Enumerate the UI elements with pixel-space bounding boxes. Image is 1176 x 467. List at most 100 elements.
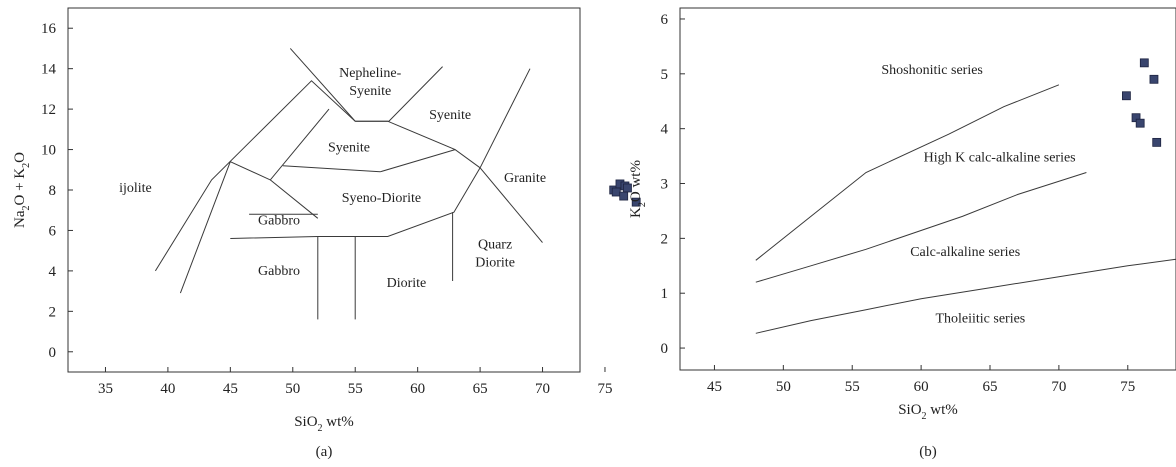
x-tick-label: 65: [473, 381, 488, 397]
panel-b-x-axis-label: SiO2 wt%: [898, 402, 958, 422]
x-tick-label: 50: [285, 381, 300, 397]
y-label-subscript: 2: [637, 202, 648, 207]
panel-a-ticks: 35 40 45 50 55 60 65 70 75 0 2 4 6 8 10 12 14 16: [41, 21, 612, 397]
panel-b-caption: (b): [919, 444, 937, 460]
sample-point: [631, 197, 641, 207]
y-tick-label: 4: [661, 122, 669, 138]
y-tick-label: 6: [49, 223, 57, 239]
x-label-main: SiO: [294, 414, 318, 430]
sample-point: [619, 191, 629, 201]
panel-a-caption: (a): [316, 444, 333, 460]
y-tick-label: 14: [41, 62, 57, 78]
x-tick-label: 45: [707, 379, 722, 395]
field-boundary-line: [154, 80, 356, 272]
field-label-line: Syeno-Diorite: [342, 191, 421, 206]
panel-a-tas-diagram: Nepheline- Syenite Syenite Syenite Syeno-Dio…: [12, 7, 641, 460]
field-label: Shoshonitic series: [881, 63, 983, 78]
x-tick-label: 50: [776, 379, 791, 395]
field-boundary-line: [755, 258, 1176, 334]
sample-point: [1122, 91, 1131, 101]
y-label-part: O + K: [12, 168, 28, 206]
panel-a-boundaries: [154, 48, 543, 320]
panel-b-plot-frame: [679, 7, 1176, 371]
y-tick-label: 5: [661, 67, 669, 83]
field-boundary-line: [282, 149, 456, 173]
x-tick-label: 60: [914, 379, 929, 395]
field-boundary-line: [230, 68, 531, 239]
y-tick-label: 2: [661, 231, 669, 247]
y-tick-label: 3: [661, 177, 669, 193]
sample-point: [1152, 137, 1162, 147]
x-tick-label: 40: [160, 381, 175, 397]
y-tick-label: 12: [41, 102, 56, 118]
field-label-line: Syenite: [328, 141, 370, 156]
panel-a-field-labels: Nepheline- Syenite Syenite Syenite Syeno-Dio…: [119, 66, 546, 291]
panel-b-boundaries: [755, 84, 1176, 334]
x-tick-label: 70: [1051, 379, 1066, 395]
field-label: Syenite: [429, 108, 471, 123]
sample-point: [1149, 74, 1159, 84]
field-label: Granite: [504, 171, 546, 186]
sample-point: [1139, 58, 1149, 68]
x-tick-label: 75: [597, 381, 612, 397]
field-boundary-line: [355, 120, 481, 169]
x-label-tail: wt%: [927, 402, 958, 418]
field-label-line: Tholeiitic series: [935, 311, 1025, 326]
panel-a-data-points: [609, 179, 641, 207]
y-tick-label: 6: [661, 12, 669, 28]
field-label-line: ijolite: [119, 181, 152, 196]
field-boundary-line: [479, 167, 543, 243]
field-label: Gabbro: [258, 213, 300, 228]
y-tick-label: 8: [49, 183, 57, 199]
panel-b-k2o-diagram: Shoshonitic series High K calc-alkaline s…: [628, 7, 1176, 460]
x-label-main: SiO: [898, 402, 922, 418]
field-label-line: Syenite: [349, 84, 391, 99]
x-label-subscript: 2: [318, 423, 323, 434]
panel-a-y-axis-label: Na2O + K2O: [12, 152, 32, 228]
field-label-line: Quarz: [478, 238, 512, 253]
x-tick-label: 45: [223, 381, 238, 397]
field-label-line: Diorite: [475, 256, 515, 271]
field-label-line: Diorite: [387, 276, 427, 291]
x-tick-label: 60: [410, 381, 425, 397]
x-tick-label: 70: [535, 381, 550, 397]
sample-point: [611, 187, 621, 197]
field-boundary-line: [755, 84, 1060, 261]
x-label-tail: wt%: [323, 414, 354, 430]
field-label-line: Syenite: [429, 108, 471, 123]
y-label-part: Na: [12, 210, 28, 228]
field-label: High K calc-alkaline series: [924, 151, 1076, 166]
field-label-line: Nepheline-: [339, 66, 402, 81]
field-label-line: Shoshonitic series: [881, 63, 983, 78]
y-tick-label: 10: [41, 143, 56, 159]
x-label-subscript: 2: [922, 411, 927, 422]
field-label: Quarz Diorite: [475, 238, 515, 271]
field-label: ijolite: [119, 181, 152, 196]
x-tick-label: 55: [348, 381, 363, 397]
field-label: Nepheline- Syenite: [339, 66, 402, 99]
y-label-part: O wt%: [628, 160, 644, 202]
field-label: Tholeiitic series: [935, 311, 1025, 326]
field-label: Calc-alkaline series: [910, 245, 1020, 260]
y-label-part: K: [628, 207, 644, 218]
panel-b-field-labels: Shoshonitic series High K calc-alkaline s…: [881, 63, 1075, 326]
y-tick-label: 16: [41, 21, 57, 37]
y-tick-label: 2: [49, 304, 57, 320]
field-boundary-line: [179, 108, 330, 294]
panel-a-x-axis-label: SiO2 wt%: [294, 414, 354, 434]
field-label-line: Gabbro: [258, 213, 300, 228]
y-label-part: O: [12, 152, 28, 163]
field-label-line: High K calc-alkaline series: [924, 151, 1076, 166]
panel-b-data-points: [1122, 58, 1162, 147]
y-tick-label: 0: [661, 341, 669, 357]
field-label: Syenite: [328, 141, 370, 156]
y-tick-label: 1: [661, 286, 669, 302]
field-boundary-line: [269, 179, 319, 219]
field-label: Syeno-Diorite: [342, 191, 421, 206]
x-tick-label: 75: [1120, 379, 1135, 395]
field-label-line: Gabbro: [258, 264, 300, 279]
x-tick-label: 35: [98, 381, 113, 397]
y-tick-label: 4: [49, 264, 57, 280]
